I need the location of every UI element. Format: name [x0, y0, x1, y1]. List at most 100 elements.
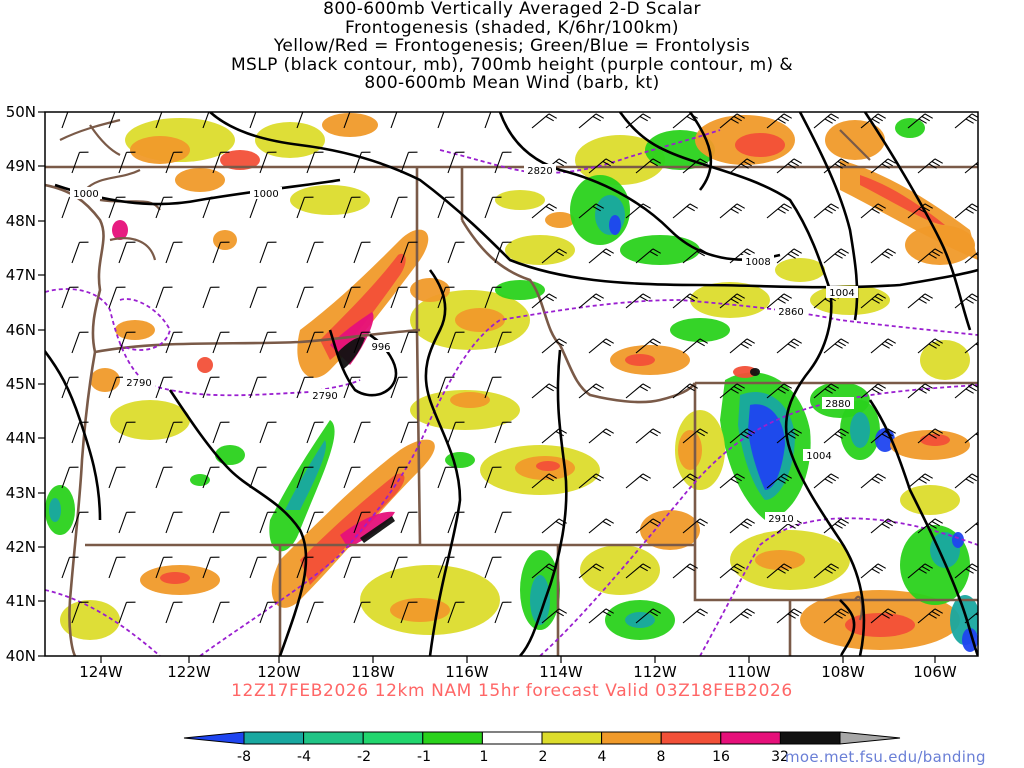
wind-barb	[306, 421, 324, 444]
lat-tick: 46N	[6, 321, 45, 339]
wind-barb	[390, 556, 408, 579]
wind-barb	[61, 466, 79, 489]
lon-label-120w: 120W	[257, 663, 301, 681]
wind-barb	[165, 151, 183, 174]
wind-barb	[259, 151, 277, 174]
lat-label-44n: 44N	[6, 429, 36, 447]
colorbar-label: 32	[771, 749, 789, 765]
wind-barb	[212, 331, 230, 354]
colorbar-labels: -8 -4 -2 -1 1 2 4 8 16 32	[237, 749, 789, 765]
wind-barb	[729, 518, 755, 534]
wind-barb	[964, 161, 978, 174]
lon-tick: 122W	[167, 656, 211, 681]
wind-barb	[964, 341, 978, 354]
wind-barb	[437, 376, 455, 399]
height-contour-2880	[539, 384, 978, 656]
wind-barb	[155, 112, 163, 129]
wind-barb	[296, 286, 314, 309]
source-credit-link[interactable]: moe.met.fsu.edu/banding	[785, 748, 986, 766]
wind-barb	[776, 248, 802, 264]
lat-label-46n: 46N	[6, 321, 36, 339]
wind-barb	[766, 383, 792, 399]
lat-tick: 43N	[6, 484, 45, 502]
colorbar-bins	[183, 731, 901, 745]
wind-barb	[823, 248, 849, 264]
wind-barb	[390, 466, 408, 489]
height-label: 2790	[309, 389, 341, 402]
wind-barb	[202, 556, 220, 579]
wind-barb	[118, 151, 136, 174]
wind-barb	[907, 383, 933, 399]
wind-barb	[202, 112, 210, 129]
wind-barb	[954, 203, 978, 219]
wind-barb	[954, 473, 978, 489]
wind-barb	[306, 151, 324, 174]
colorbar-bin	[481, 731, 543, 745]
wind-barb	[719, 203, 745, 219]
colorbar-bin	[303, 731, 364, 745]
wind-barb	[531, 293, 557, 309]
wind-barb	[447, 151, 465, 174]
wind-barb	[249, 466, 267, 489]
wind-barb	[635, 428, 661, 444]
wind-barb	[61, 286, 79, 309]
mslp-label: 1004	[826, 286, 858, 299]
wind-barb	[917, 158, 943, 174]
wind-barb	[964, 611, 978, 624]
wind-barb	[484, 376, 502, 399]
wind-barb	[155, 556, 173, 579]
colorbar-label: 4	[598, 749, 607, 765]
wind-barb	[249, 286, 267, 309]
wind-barb	[61, 376, 79, 399]
wind-barb	[400, 331, 418, 354]
wind-barbs	[61, 112, 978, 624]
lon-tick: 112W	[633, 656, 677, 681]
wind-barb	[259, 421, 277, 444]
wind-barb	[776, 158, 802, 174]
wind-barb	[494, 241, 512, 264]
wind-barb	[165, 241, 183, 264]
chart-title: 800-600mb Vertically Averaged 2-D Scalar…	[0, 0, 1024, 93]
wind-barb	[108, 286, 126, 309]
wind-barb	[71, 511, 89, 534]
wind-barb	[400, 241, 418, 264]
wind-barb	[155, 376, 173, 399]
wind-barb	[306, 601, 324, 624]
wind-barb	[964, 251, 978, 264]
colorbar-label: 2	[539, 749, 548, 765]
wind-barb	[202, 376, 220, 399]
wind-barb	[296, 196, 314, 219]
wind-barb	[813, 473, 839, 489]
height-label: 2820	[524, 164, 556, 177]
wind-barb	[353, 241, 371, 264]
wind-barb	[306, 511, 324, 534]
wind-barb	[390, 196, 408, 219]
wind-barb	[541, 338, 567, 354]
wind-barb	[531, 563, 557, 579]
wind-barb	[447, 601, 465, 624]
wind-barb	[390, 376, 408, 399]
wind-barb	[343, 556, 361, 579]
wind-barb	[813, 563, 839, 579]
wind-barb	[484, 286, 502, 309]
lat-label-43n: 43N	[6, 484, 36, 502]
wind-barb	[202, 196, 220, 219]
wind-barb	[719, 113, 745, 129]
wind-barb	[165, 511, 183, 534]
wind-barb	[212, 511, 230, 534]
wind-barb	[860, 473, 886, 489]
mslp-label: 1000	[250, 187, 282, 200]
wind-barb	[400, 601, 418, 624]
wind-barb	[625, 473, 651, 489]
colorbar-bin	[243, 731, 305, 745]
height-label-2790-a: 2790	[126, 378, 151, 389]
wind-barb	[776, 428, 802, 444]
wind-barb	[719, 563, 745, 579]
wind-barb	[588, 158, 614, 174]
wind-barb	[343, 112, 351, 129]
wind-barb	[860, 563, 886, 579]
lon-label-118w: 118W	[351, 663, 395, 681]
wind-barb	[353, 331, 371, 354]
wind-barb	[484, 196, 502, 219]
wind-barb	[118, 511, 136, 534]
